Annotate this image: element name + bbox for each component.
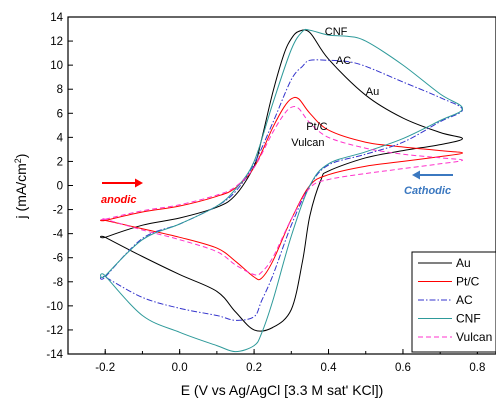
curve-annotations: CNF AC Au Pt/C Vulcan [291, 26, 379, 149]
series-line-vulcan [100, 106, 464, 276]
y-tick-label: -10 [46, 301, 63, 313]
legend-label: Vulcan [456, 330, 492, 344]
cathodic-label: Cathodic [404, 185, 451, 197]
cathodic-arrow [412, 170, 453, 180]
series-line-au [100, 29, 464, 332]
y-tick-label: -4 [53, 229, 64, 241]
y-tick-label: 14 [50, 12, 63, 24]
x-tick-label: 0.4 [321, 362, 338, 374]
legend: Au Pt/C AC CNF Vulcan [411, 251, 496, 353]
y-tick-label: -6 [53, 253, 63, 265]
series-curves [100, 28, 464, 353]
anodic-label: anodic [101, 194, 136, 206]
y-tick-label: 6 [57, 108, 63, 120]
y-tick-label: -12 [46, 325, 63, 337]
y-axis-ticks: -14 -12 -10 -8 -6 -4 -2 0 2 4 6 8 10 12 14 [46, 12, 73, 361]
legend-label: Au [456, 256, 471, 270]
x-axis-title: E (V vs Ag/AgCl [3.3 M sat' KCl]) [181, 382, 384, 398]
legend-label: AC [456, 293, 473, 307]
x-tick-label: 0.6 [395, 362, 411, 374]
x-tick-label: 0.2 [246, 362, 262, 374]
x-tick-label: 0.8 [469, 362, 485, 374]
y-tick-label: 4 [57, 132, 64, 144]
curve-annotation: Vulcan [291, 137, 324, 149]
y-tick-label: 12 [50, 36, 63, 48]
legend-box [411, 251, 496, 353]
y-tick-label: -8 [53, 277, 63, 289]
curve-annotation: Pt/C [306, 121, 327, 133]
legend-label: CNF [456, 312, 481, 326]
x-tick-label: 0.0 [172, 362, 188, 374]
curve-annotation: Au [366, 86, 379, 98]
curve-annotation: CNF [325, 26, 348, 38]
y-tick-label: 8 [57, 84, 63, 96]
y-tick-label: -14 [46, 349, 63, 361]
y-tick-label: 2 [57, 156, 63, 168]
y-tick-label: 0 [57, 181, 63, 193]
series-line-cnf [100, 28, 464, 353]
y-tick-label: 10 [50, 60, 63, 72]
y-tick-label: -2 [53, 205, 63, 217]
y-axis-title: j (mA/cm2) [13, 154, 29, 220]
anodic-arrow [102, 178, 143, 188]
x-axis-ticks: -0.2 0.0 0.2 0.4 0.6 0.8 [95, 349, 485, 374]
curve-annotation: AC [336, 55, 351, 67]
x-tick-label: -0.2 [95, 362, 115, 374]
legend-label: Pt/C [456, 275, 480, 289]
